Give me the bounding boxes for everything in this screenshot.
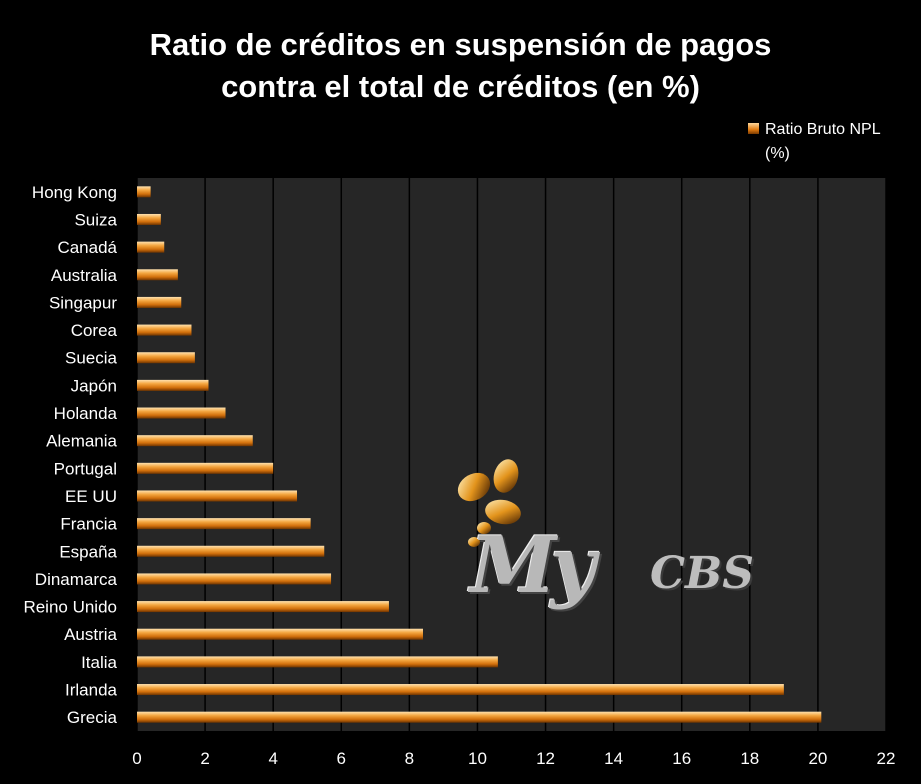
bar-italia [137,656,498,668]
legend-label: Ratio Bruto NPL (%) [765,121,881,162]
y-category-label: España [59,542,117,561]
y-category-label: Grecia [67,708,118,727]
y-category-label: Singapur [49,293,117,312]
y-category-label: Corea [71,321,118,340]
bar-dinamarca [137,573,332,585]
y-category-label: Suiza [74,210,117,229]
x-tick-label: 0 [132,749,141,768]
bar-suiza [137,213,161,225]
x-tick-label: 2 [200,749,209,768]
bar-suecia [137,352,195,364]
x-tick-label: 8 [405,749,414,768]
x-tick-label: 10 [468,749,487,768]
chart-title-line-1: Ratio de créditos en suspensión de pagos [149,27,772,62]
y-category-label: Japón [71,376,117,395]
chart-title: Ratio de créditos en suspensión de pagos… [0,24,921,108]
x-tick-label: 22 [877,749,896,768]
y-category-label: Austria [64,625,117,644]
watermark-cbs-text: CBS [650,548,754,599]
bar-singapur [137,296,182,308]
y-category-label: Reino Unido [23,598,117,617]
bar-austria [137,628,423,640]
bar-españa [137,545,325,557]
y-category-label: Hong Kong [32,183,117,202]
y-category-label: Italia [81,653,117,672]
legend-swatch [748,123,759,134]
bar-holanda [137,407,226,419]
x-tick-label: 14 [604,749,623,768]
bar-canadá [137,241,165,253]
x-tick-label: 4 [268,749,277,768]
bar-grecia [137,711,822,723]
bar-hong-kong [137,186,151,198]
x-tick-label: 6 [337,749,346,768]
clover-logo-icon [457,459,521,547]
x-tick-label: 16 [672,749,691,768]
y-category-label: EE UU [65,487,117,506]
y-category-label: Holanda [54,404,118,423]
chart-title-line-2: contra el total de créditos (en %) [221,69,700,104]
bar-australia [137,269,178,281]
bar-francia [137,518,311,530]
x-tick-label: 20 [808,749,827,768]
y-category-label: Irlanda [65,681,118,700]
y-category-label: Dinamarca [35,570,118,589]
watermark-my-text: My [470,520,596,611]
y-category-label: Australia [51,266,118,285]
bar-irlanda [137,684,784,696]
bar-corea [137,324,192,336]
y-category-label: Portugal [54,459,117,478]
bar-portugal [137,462,274,474]
bar-alemania [137,435,253,447]
bar-ee-uu [137,490,298,502]
x-tick-label: 12 [536,749,555,768]
bar-reino-unido [137,601,389,613]
y-category-label: Francia [60,515,117,534]
bar-japón [137,379,209,391]
plot-area [137,178,886,731]
y-category-label: Alemania [46,432,117,451]
x-tick-label: 18 [740,749,759,768]
y-category-label: Suecia [65,349,118,368]
y-category-label: Canadá [57,238,117,257]
